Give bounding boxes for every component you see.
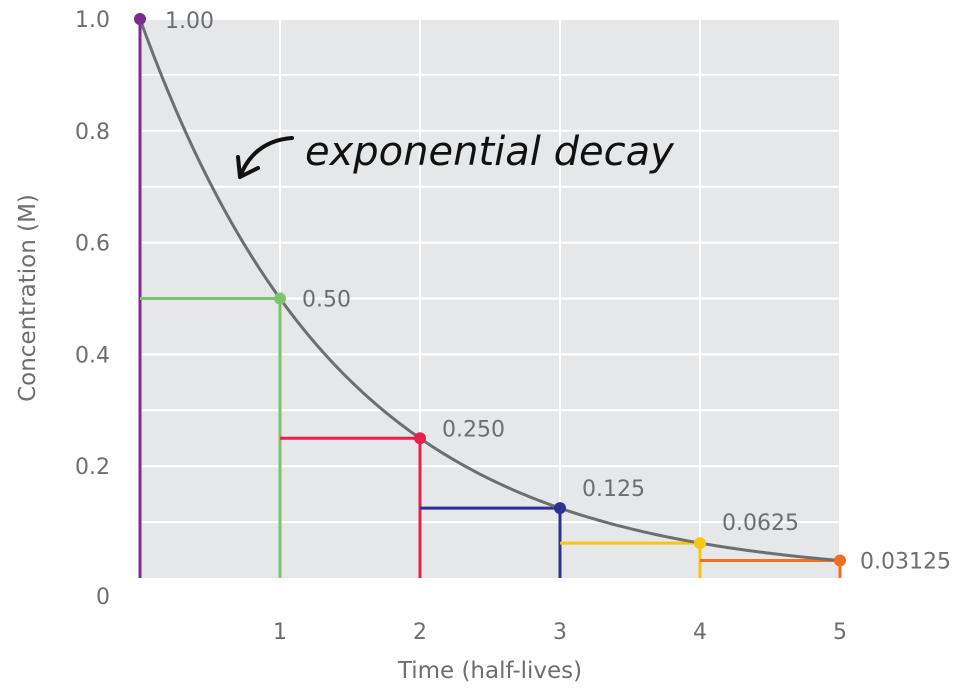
grid: [140, 18, 841, 578]
y-tick-label: 0: [96, 585, 110, 610]
decay-curve: [138, 18, 841, 563]
data-label: 0.50: [302, 288, 351, 313]
data-point: [694, 537, 706, 550]
y-tick-label: 0.8: [75, 120, 110, 145]
x-tick-label: 1: [273, 620, 287, 645]
data-label: 0.03125: [860, 550, 951, 575]
data-label: 0.0625: [722, 511, 799, 536]
x-tick-label: 3: [553, 620, 567, 645]
y-tick-label: 1.0: [75, 8, 110, 33]
annotation: exponential decay: [236, 129, 675, 179]
data-point: [274, 292, 286, 305]
data-label: 0.125: [582, 477, 645, 502]
annotation-text: exponential decay: [305, 129, 675, 175]
data-points: [134, 13, 846, 567]
x-tick-label: 2: [413, 620, 427, 645]
tick-labels: 1 2 3 4 5 0 0.2 0.4 0.6 0.8 1.0: [75, 8, 847, 645]
data-point: [554, 502, 566, 515]
y-tick-label: 0.4: [75, 343, 110, 368]
data-label: 0.250: [442, 417, 505, 442]
data-point: [134, 13, 146, 25]
y-tick-label: 0.2: [75, 455, 110, 480]
x-tick-label: 4: [693, 620, 707, 645]
x-tick-label: 5: [833, 620, 847, 645]
data-labels: 1.00 0.50 0.250 0.125 0.0625 0.03125: [165, 9, 951, 575]
data-label: 1.00: [165, 9, 214, 34]
y-axis-title: Concentration (M): [15, 194, 41, 402]
y-tick-label: 0.6: [75, 232, 110, 257]
data-point: [834, 554, 846, 567]
annotation-arrow-icon: [236, 136, 294, 179]
x-axis-title: Time (half-lives): [397, 658, 582, 684]
half-life-segments: [138, 19, 842, 578]
data-point: [414, 432, 426, 445]
